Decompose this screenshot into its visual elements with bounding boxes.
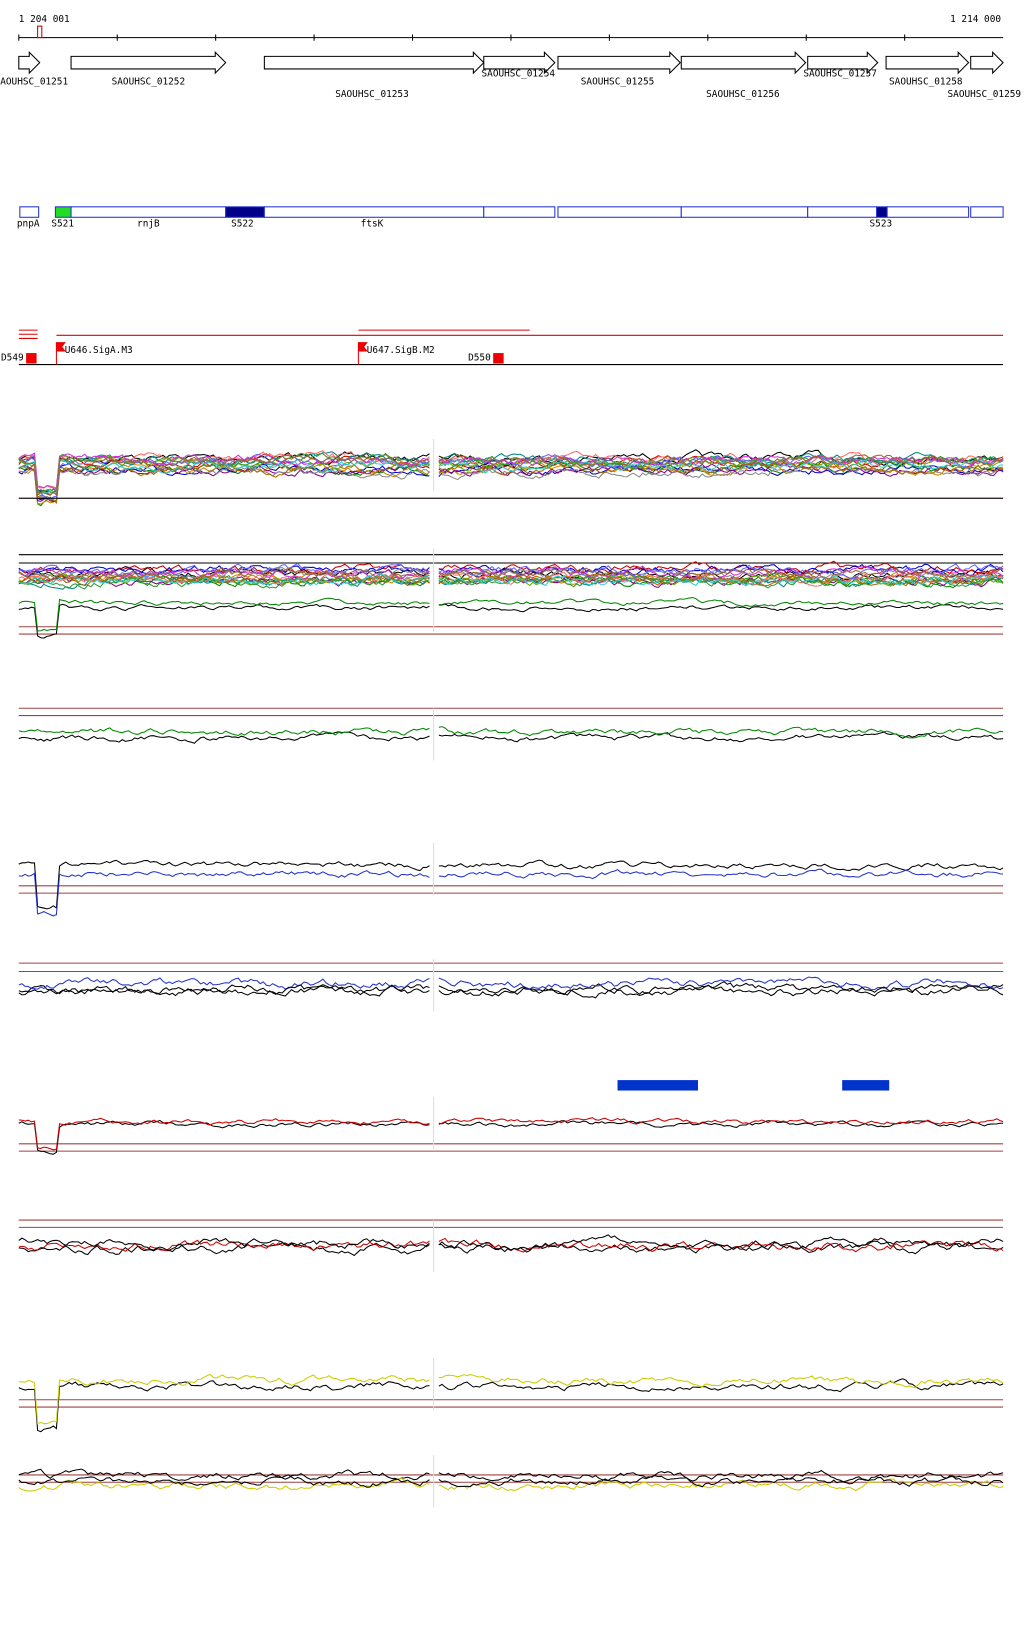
feature-box xyxy=(19,206,40,218)
signal-line xyxy=(18,726,1004,739)
feature-box xyxy=(225,206,265,218)
gene-label: SAOUHSC_01259 xyxy=(948,89,1022,100)
signal-tracks xyxy=(18,438,1004,1508)
signal-line xyxy=(18,731,1004,744)
gene-arrow xyxy=(263,50,485,75)
signal-line xyxy=(18,573,1004,587)
signal-line xyxy=(18,1117,1004,1151)
region-bar xyxy=(617,1080,698,1091)
gene-label: SAOUHSC_01258 xyxy=(889,77,963,88)
signal-line xyxy=(18,565,1004,581)
feature-box xyxy=(54,206,72,218)
signal-line xyxy=(18,459,1004,496)
gene-arrow xyxy=(18,50,41,75)
ruler-start: 1 204 001 xyxy=(19,14,70,25)
feature-label: ftsK xyxy=(361,219,384,230)
ruler-end: 1 214 000 xyxy=(950,14,1001,25)
terminator xyxy=(26,353,37,364)
gene-arrow xyxy=(70,50,227,75)
region-bar xyxy=(842,1080,890,1091)
signal-line xyxy=(18,981,1004,997)
feature-label: S521 xyxy=(51,219,74,230)
feature-box xyxy=(876,206,888,218)
feature-box xyxy=(483,206,556,218)
signal-line xyxy=(18,574,1004,590)
gene-arrow xyxy=(885,50,970,75)
regulator-label: D550 xyxy=(468,352,491,363)
gene-arrow xyxy=(680,50,807,75)
gene-arrow xyxy=(970,50,1004,75)
feature-box xyxy=(886,206,970,218)
feature-label: pnpA xyxy=(17,219,40,230)
feature-box xyxy=(263,206,485,218)
gene-label: SAOUHSC_01257 xyxy=(803,68,877,79)
promoter-flag xyxy=(55,342,66,365)
signal-line xyxy=(18,1468,1004,1483)
feature-label: rnjB xyxy=(137,219,160,230)
gene-arrow xyxy=(807,50,879,75)
gene-label: SAOUHSC_01251 xyxy=(0,77,68,88)
feature-box xyxy=(680,206,809,218)
feature-label: S523 xyxy=(870,219,893,230)
feature-box xyxy=(70,206,227,218)
signal-line xyxy=(18,453,1004,497)
signal-line xyxy=(18,1474,1004,1488)
feature-box xyxy=(557,206,682,218)
gene-label: SAOUHSC_01254 xyxy=(482,68,556,79)
gene-label: SAOUHSC_01252 xyxy=(112,77,186,88)
gene-label: SAOUHSC_01253 xyxy=(335,89,409,100)
feature-box xyxy=(807,206,878,218)
signal-line xyxy=(18,1477,1004,1492)
signal-line xyxy=(18,984,1004,999)
feature-box xyxy=(970,206,1004,218)
signal-line xyxy=(18,1240,1004,1257)
signal-line xyxy=(18,596,1004,632)
terminator xyxy=(493,353,504,364)
regulator-label: U647.SigB.M2 xyxy=(367,345,435,356)
feature-track: pnpA S521 rnjB S522 ftsK S523 xyxy=(17,206,1004,230)
gene-arrow xyxy=(557,50,681,75)
signal-line xyxy=(18,1234,1004,1251)
gene-track: SAOUHSC_01251 SAOUHSC_01252 SAOUHSC_01253 S… xyxy=(0,50,1022,100)
signal-line xyxy=(18,868,1004,917)
signal-line xyxy=(18,1119,1004,1155)
signal-line xyxy=(18,603,1004,639)
regulator-label: D549 xyxy=(1,352,24,363)
signal-line xyxy=(18,976,1004,991)
ruler-ticks xyxy=(18,34,906,41)
gene-arrow xyxy=(483,50,556,75)
gene-label: SAOUHSC_01255 xyxy=(581,77,655,88)
feature-label: S522 xyxy=(231,219,254,230)
regulator-label: U646.SigA.M3 xyxy=(65,345,133,356)
promoter-flag xyxy=(357,342,368,365)
signal-line xyxy=(18,859,1004,910)
gene-label: SAOUHSC_01256 xyxy=(706,89,780,100)
signal-line xyxy=(18,1373,1004,1425)
signal-line xyxy=(18,565,1004,582)
signal-line xyxy=(18,1378,1004,1433)
signal-line xyxy=(18,465,1004,503)
ruler-marker xyxy=(37,25,43,39)
